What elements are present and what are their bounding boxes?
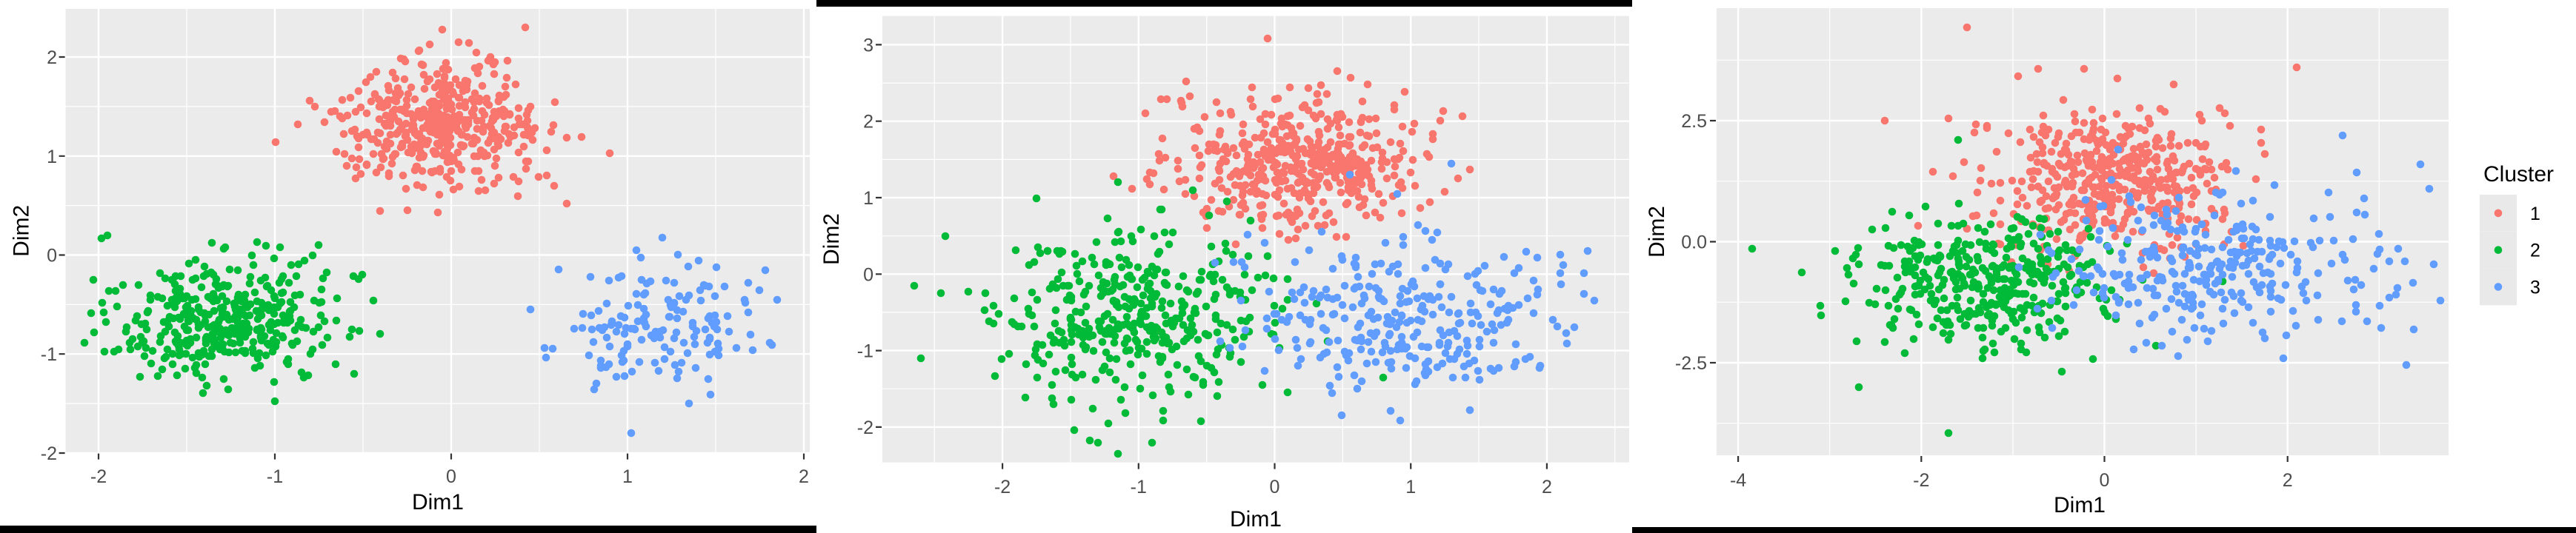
svg-text:1: 1 bbox=[1405, 477, 1416, 497]
svg-text:2.5: 2.5 bbox=[1681, 111, 1707, 132]
svg-text:-2: -2 bbox=[994, 477, 1011, 497]
svg-text:-1: -1 bbox=[41, 344, 57, 365]
svg-text:Dim1: Dim1 bbox=[2054, 493, 2106, 517]
svg-text:-2: -2 bbox=[857, 418, 873, 438]
svg-text:0: 0 bbox=[47, 246, 57, 266]
svg-text:Dim2: Dim2 bbox=[1645, 206, 1669, 258]
svg-text:-2: -2 bbox=[41, 443, 57, 464]
svg-text:Dim1: Dim1 bbox=[412, 490, 464, 514]
svg-text:0: 0 bbox=[446, 466, 456, 487]
svg-text:2: 2 bbox=[1542, 477, 1552, 497]
svg-text:2: 2 bbox=[799, 466, 809, 487]
svg-text:1: 1 bbox=[863, 188, 873, 209]
svg-text:2: 2 bbox=[863, 112, 873, 133]
svg-text:3: 3 bbox=[2530, 278, 2540, 298]
svg-text:3: 3 bbox=[863, 35, 873, 56]
svg-text:Dim2: Dim2 bbox=[819, 213, 844, 265]
svg-text:-2: -2 bbox=[90, 466, 107, 487]
svg-text:-2.5: -2.5 bbox=[1675, 353, 1707, 374]
svg-text:Dim2: Dim2 bbox=[10, 205, 34, 257]
svg-text:2: 2 bbox=[47, 47, 57, 68]
svg-text:0.0: 0.0 bbox=[1681, 232, 1707, 253]
svg-text:0: 0 bbox=[863, 264, 873, 285]
svg-text:1: 1 bbox=[622, 466, 633, 487]
svg-text:1: 1 bbox=[47, 147, 57, 167]
svg-text:2: 2 bbox=[2530, 241, 2540, 261]
svg-text:0: 0 bbox=[2100, 470, 2110, 491]
svg-text:-4: -4 bbox=[1730, 470, 1746, 491]
svg-text:Cluster: Cluster bbox=[2483, 162, 2554, 187]
svg-text:2: 2 bbox=[2283, 470, 2293, 491]
svg-text:-1: -1 bbox=[857, 341, 873, 362]
svg-text:-1: -1 bbox=[267, 466, 283, 487]
svg-text:1: 1 bbox=[2530, 204, 2540, 224]
svg-text:-1: -1 bbox=[1131, 477, 1147, 497]
svg-text:0: 0 bbox=[1270, 477, 1280, 497]
svg-text:Dim1: Dim1 bbox=[1230, 507, 1282, 532]
svg-text:-2: -2 bbox=[1913, 470, 1929, 491]
